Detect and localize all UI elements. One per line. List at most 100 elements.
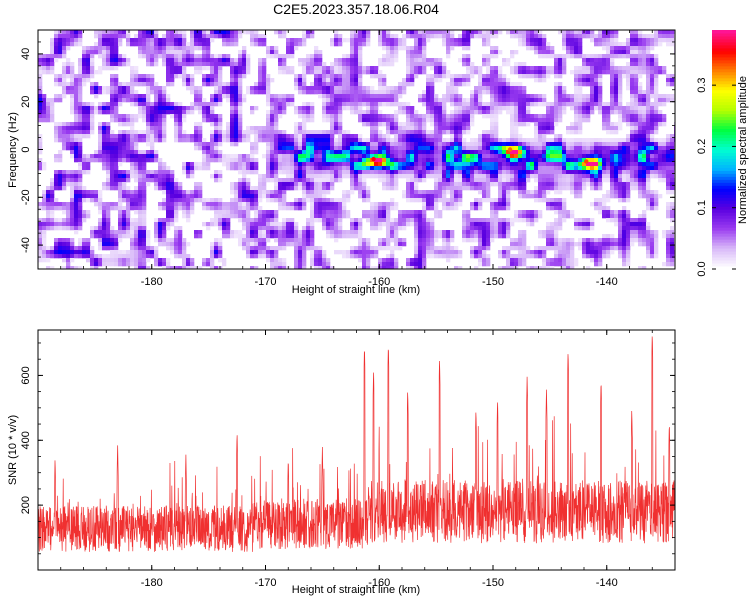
heatmap-cell — [178, 62, 183, 67]
heatmap-cell — [214, 78, 219, 83]
heatmap-cell — [362, 70, 367, 75]
heatmap-cell — [194, 190, 199, 195]
heatmap-cell — [374, 122, 379, 127]
heatmap-cell — [602, 178, 607, 183]
heatmap-cell — [214, 198, 219, 203]
heatmap-cell — [582, 150, 587, 155]
heatmap-cell — [430, 138, 435, 143]
heatmap-cell — [558, 94, 563, 99]
heatmap-cell — [610, 62, 615, 67]
heatmap-cell — [134, 38, 139, 43]
heatmap-cell — [298, 162, 303, 167]
heatmap-cell — [434, 66, 439, 71]
heatmap-cell — [106, 58, 111, 63]
heatmap-cell — [314, 166, 319, 171]
heatmap-cell — [558, 154, 563, 159]
heatmap-cell — [526, 74, 531, 79]
heatmap-cell — [354, 150, 359, 155]
heatmap-cell — [434, 202, 439, 207]
heatmap-cell — [318, 94, 323, 99]
heatmap-cell — [270, 162, 275, 167]
heatmap-cell — [126, 130, 131, 135]
heatmap-cell — [110, 30, 115, 35]
heatmap-cell — [370, 146, 375, 151]
heatmap-cell — [354, 38, 359, 43]
heatmap-cell — [78, 202, 83, 207]
heatmap-cell — [210, 202, 215, 207]
heatmap-cell — [190, 90, 195, 95]
heatmap-cell — [670, 182, 675, 187]
heatmap-cell — [394, 98, 399, 103]
heatmap-cell — [450, 34, 455, 39]
heatmap-cell — [66, 126, 71, 131]
heatmap-cell — [214, 134, 219, 139]
heatmap-cell — [494, 146, 499, 151]
heatmap-cell — [218, 150, 223, 155]
heatmap-cell — [466, 114, 471, 119]
heatmap-cell — [394, 34, 399, 39]
heatmap-cell — [570, 46, 575, 51]
heatmap-cell — [562, 30, 567, 35]
heatmap-cell — [450, 30, 455, 35]
heatmap-cell — [410, 82, 415, 87]
heatmap-cell — [390, 42, 395, 47]
heatmap-cell — [558, 134, 563, 139]
heatmap-cell — [662, 66, 667, 71]
heatmap-cell — [634, 162, 639, 167]
heatmap-cell — [554, 134, 559, 139]
heatmap-cell — [146, 122, 151, 127]
heatmap-cell — [58, 202, 63, 207]
heatmap-cell — [538, 94, 543, 99]
heatmap-cell — [298, 202, 303, 207]
heatmap-cell — [606, 118, 611, 123]
heatmap-cell — [574, 34, 579, 39]
heatmap-cell — [574, 54, 579, 59]
heatmap-cell — [170, 190, 175, 195]
heatmap-cell — [354, 46, 359, 51]
heatmap-cell — [90, 50, 95, 55]
heatmap-cell — [150, 106, 155, 111]
heatmap-cell — [78, 118, 83, 123]
heatmap-cell — [374, 202, 379, 207]
heatmap-cell — [58, 154, 63, 159]
heatmap-cell — [274, 158, 279, 163]
heatmap-cell — [438, 134, 443, 139]
heatmap-cell — [274, 130, 279, 135]
heatmap-cell — [258, 74, 263, 79]
heatmap-cell — [446, 190, 451, 195]
heatmap-cell — [662, 146, 667, 151]
heatmap-cell — [190, 58, 195, 63]
heatmap-cell — [230, 142, 235, 147]
heatmap-cell — [234, 142, 239, 147]
heatmap-cell — [646, 122, 651, 127]
heatmap-cell — [162, 114, 167, 119]
heatmap-cell — [266, 82, 271, 87]
heatmap-cell — [378, 62, 383, 67]
heatmap-cell — [498, 94, 503, 99]
heatmap-cell — [130, 150, 135, 155]
heatmap-cell — [546, 146, 551, 151]
heatmap-cell — [638, 162, 643, 167]
heatmap-cell — [274, 54, 279, 59]
heatmap-cell — [186, 86, 191, 91]
heatmap-cell — [518, 86, 523, 91]
heatmap-cell — [90, 110, 95, 115]
heatmap-cell — [638, 174, 643, 179]
heatmap-cell — [402, 86, 407, 91]
heatmap-cell — [622, 190, 627, 195]
heatmap-cell — [106, 90, 111, 95]
heatmap-cell — [386, 90, 391, 95]
heatmap-cell — [602, 166, 607, 171]
heatmap-cell — [114, 66, 119, 71]
heatmap-cell — [462, 158, 467, 163]
heatmap-cell — [554, 82, 559, 87]
heatmap-cell — [218, 174, 223, 179]
heatmap-cell — [526, 66, 531, 71]
heatmap-cell — [534, 162, 539, 167]
heatmap-cell — [414, 198, 419, 203]
heatmap-cell — [186, 134, 191, 139]
heatmap-cell — [182, 190, 187, 195]
heatmap-cell — [110, 66, 115, 71]
heatmap-cell — [538, 170, 543, 175]
heatmap-cell — [226, 38, 231, 43]
